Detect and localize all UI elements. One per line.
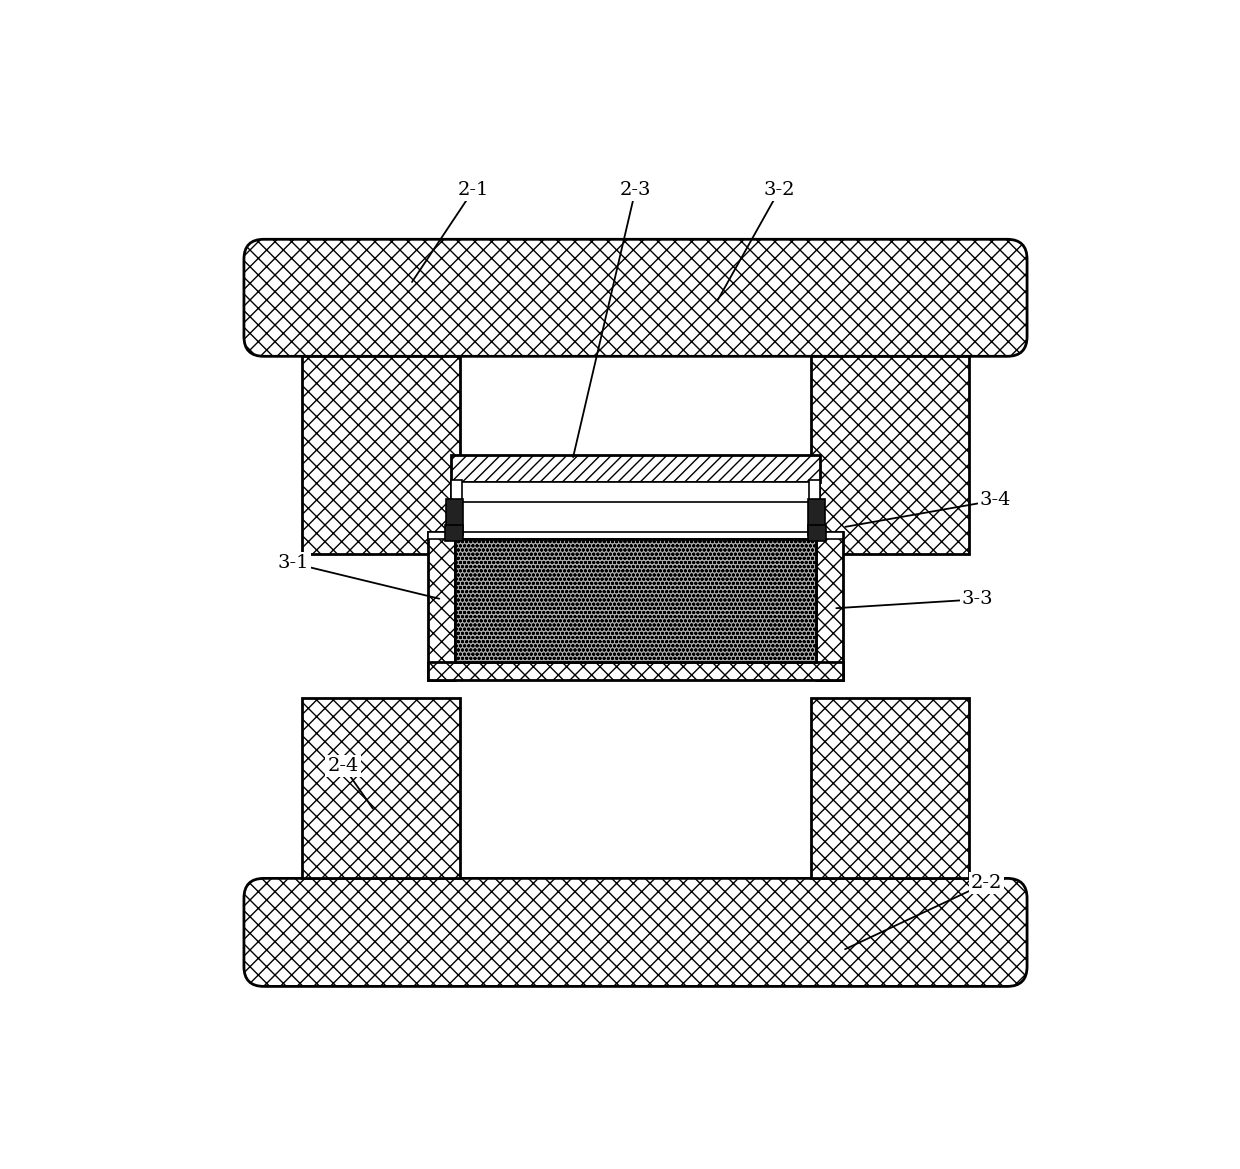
Bar bbox=[429, 532, 455, 680]
FancyBboxPatch shape bbox=[244, 240, 1027, 357]
Text: 3-2: 3-2 bbox=[764, 181, 795, 199]
Bar bbox=[808, 525, 826, 541]
Text: 2-4: 2-4 bbox=[327, 756, 358, 775]
Bar bbox=[303, 357, 460, 554]
Bar bbox=[808, 498, 825, 534]
Bar bbox=[429, 663, 842, 680]
Bar bbox=[445, 525, 463, 541]
Bar bbox=[451, 479, 461, 530]
Bar bbox=[303, 698, 460, 878]
Bar bbox=[446, 498, 463, 534]
Text: 2-2: 2-2 bbox=[971, 874, 1002, 892]
Bar bbox=[810, 479, 820, 530]
Bar bbox=[816, 532, 842, 680]
Bar bbox=[451, 483, 820, 503]
Bar bbox=[451, 455, 820, 483]
Text: 3-1: 3-1 bbox=[278, 554, 309, 573]
Bar bbox=[811, 698, 968, 878]
FancyBboxPatch shape bbox=[244, 878, 1027, 987]
Bar bbox=[455, 539, 816, 663]
Text: 3-4: 3-4 bbox=[980, 491, 1012, 510]
Text: 2-1: 2-1 bbox=[458, 181, 489, 199]
Bar bbox=[429, 532, 842, 539]
Text: 3-3: 3-3 bbox=[962, 590, 993, 608]
Bar bbox=[811, 357, 968, 554]
Text: 2-3: 2-3 bbox=[620, 181, 651, 199]
